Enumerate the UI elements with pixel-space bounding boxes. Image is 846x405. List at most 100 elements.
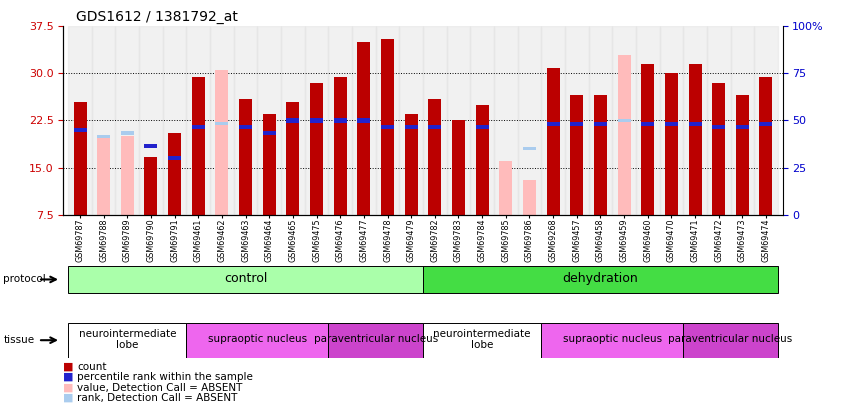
Bar <box>736 96 749 215</box>
Bar <box>641 122 654 126</box>
Bar <box>613 26 636 215</box>
Bar <box>475 105 489 215</box>
Bar <box>523 147 536 150</box>
Text: percentile rank within the sample: percentile rank within the sample <box>77 372 253 382</box>
Bar <box>428 125 442 129</box>
Bar <box>310 83 323 215</box>
Text: protocol: protocol <box>3 275 47 284</box>
Text: neurointermediate
lobe: neurointermediate lobe <box>79 329 176 350</box>
Bar <box>684 26 707 215</box>
Bar <box>239 98 252 215</box>
Bar <box>404 114 418 215</box>
Text: supraoptic nucleus: supraoptic nucleus <box>563 335 662 345</box>
Bar <box>233 26 257 215</box>
Bar <box>192 125 205 129</box>
Bar <box>121 132 134 134</box>
Bar <box>523 180 536 215</box>
Bar <box>570 122 583 126</box>
Bar <box>636 26 660 215</box>
Bar <box>216 70 228 215</box>
Bar <box>754 26 777 215</box>
Bar <box>239 125 252 129</box>
Bar <box>69 26 92 215</box>
Bar <box>92 26 116 215</box>
Bar <box>689 122 701 126</box>
Bar <box>97 136 110 215</box>
Text: rank, Detection Call = ABSENT: rank, Detection Call = ABSENT <box>77 393 238 403</box>
Bar <box>145 143 157 148</box>
Bar <box>589 26 613 215</box>
Bar <box>69 266 423 293</box>
Bar <box>376 26 399 215</box>
Bar <box>665 122 678 126</box>
Text: neurointermediate
lobe: neurointermediate lobe <box>433 329 531 350</box>
Bar <box>565 26 589 215</box>
Bar <box>352 26 376 215</box>
Bar <box>333 77 347 215</box>
Bar <box>665 73 678 215</box>
Bar <box>263 114 276 215</box>
Bar <box>736 125 749 129</box>
Bar <box>210 26 233 215</box>
Bar <box>287 118 299 123</box>
Bar <box>594 122 607 126</box>
Bar <box>357 118 371 123</box>
Bar <box>192 77 205 215</box>
Bar <box>712 83 725 215</box>
Bar <box>475 125 489 129</box>
Bar <box>570 96 583 215</box>
Bar <box>162 26 186 215</box>
Bar <box>381 39 394 215</box>
Text: paraventricular nucleus: paraventricular nucleus <box>668 335 793 345</box>
Text: ■: ■ <box>63 372 74 382</box>
Text: control: control <box>224 273 267 286</box>
Bar <box>139 26 162 215</box>
Bar <box>547 122 559 126</box>
Bar <box>116 26 139 215</box>
Bar <box>310 118 323 123</box>
Bar <box>618 55 630 215</box>
Bar <box>760 122 772 126</box>
Bar <box>404 125 418 129</box>
Bar <box>186 323 328 358</box>
Bar <box>428 98 442 215</box>
Bar <box>541 323 684 358</box>
Bar <box>216 122 228 125</box>
Bar <box>707 26 730 215</box>
Text: ■: ■ <box>63 393 74 403</box>
Bar <box>423 266 777 293</box>
Text: count: count <box>77 362 107 371</box>
Text: supraoptic nucleus: supraoptic nucleus <box>208 335 307 345</box>
Bar <box>447 26 470 215</box>
Bar <box>499 161 513 215</box>
Bar <box>689 64 701 215</box>
Bar <box>541 26 565 215</box>
Bar <box>399 26 423 215</box>
Bar <box>74 128 86 132</box>
Bar <box>660 26 684 215</box>
Bar <box>518 26 541 215</box>
Bar <box>328 26 352 215</box>
Bar <box>333 118 347 123</box>
Bar <box>423 26 447 215</box>
Bar <box>730 26 754 215</box>
Text: ■: ■ <box>63 383 74 392</box>
Bar <box>494 26 518 215</box>
Bar <box>641 64 654 215</box>
Bar <box>712 125 725 129</box>
Text: paraventricular nucleus: paraventricular nucleus <box>314 335 438 345</box>
Bar <box>263 131 276 135</box>
Bar <box>452 121 465 215</box>
Bar <box>74 102 86 215</box>
Bar <box>168 156 181 160</box>
Bar <box>328 323 423 358</box>
Bar <box>186 26 210 215</box>
Bar <box>684 323 777 358</box>
Bar <box>305 26 328 215</box>
Bar <box>257 26 281 215</box>
Bar <box>547 68 559 215</box>
Bar <box>760 77 772 215</box>
Bar <box>618 119 630 122</box>
Text: GDS1612 / 1381792_at: GDS1612 / 1381792_at <box>76 10 238 24</box>
Bar <box>145 157 157 215</box>
